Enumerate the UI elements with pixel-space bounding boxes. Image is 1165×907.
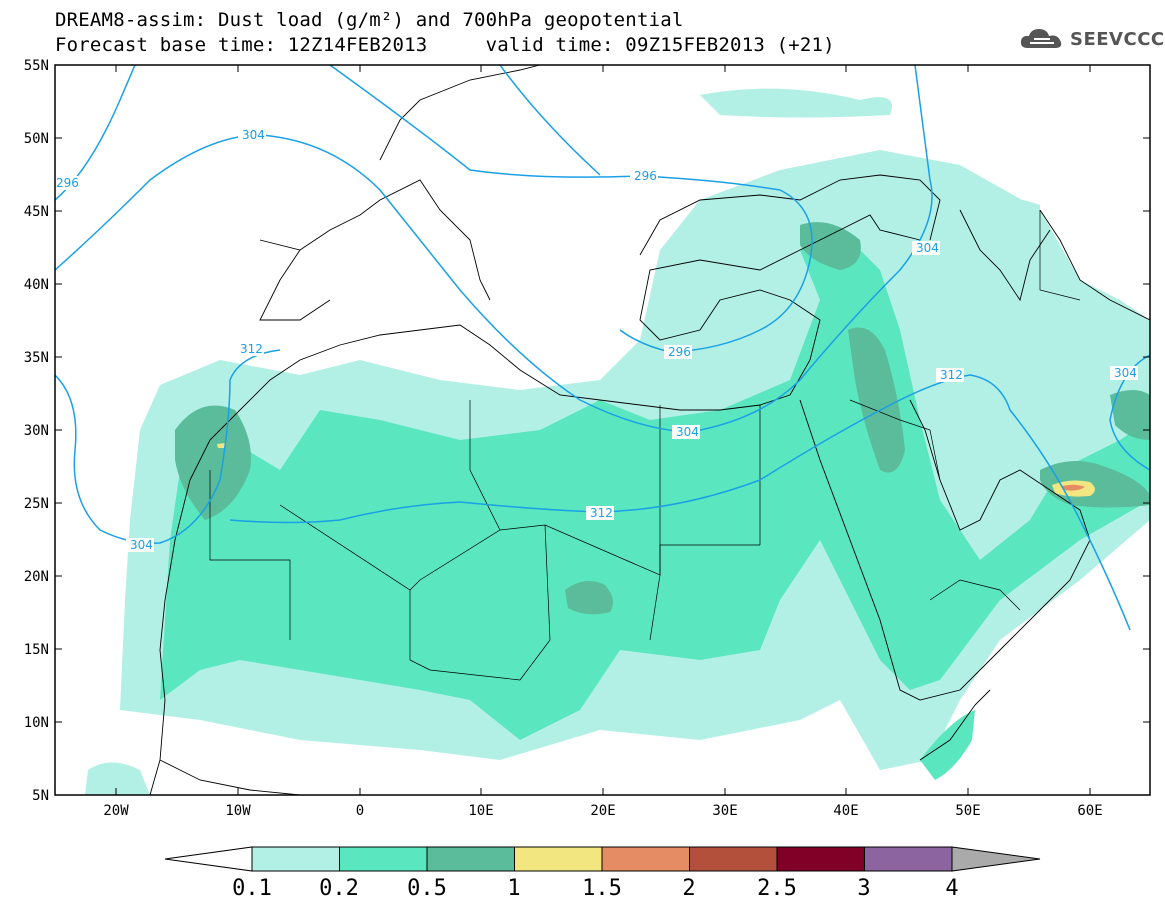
lon-tick-label: 10E <box>468 803 493 819</box>
lon-tick-label: 20E <box>590 803 615 819</box>
lon-tick-label: 60E <box>1077 803 1102 819</box>
lat-tick-label: 40N <box>24 277 49 293</box>
dust-band-medium-horn <box>920 710 975 780</box>
lat-tick-label: 50N <box>24 131 49 147</box>
lon-tick-label: 50E <box>955 803 980 819</box>
legend-label: 1.5 <box>582 876 622 901</box>
contour-label: 304 <box>676 425 699 439</box>
lat-tick-label: 55N <box>24 58 49 74</box>
legend-right-arrow <box>951 846 1041 872</box>
lon-tick-label: 30E <box>712 803 737 819</box>
contour-label: 304 <box>242 128 265 142</box>
legend-label: 2 <box>682 876 695 901</box>
lat-tick-label: 45N <box>24 204 49 220</box>
legend-color-box <box>689 846 778 872</box>
legend-color-box <box>426 846 515 872</box>
dust-band-yellow-small <box>217 443 226 448</box>
coastlines <box>149 65 1150 795</box>
forecast-time-line: Forecast base time: 12Z14FEB2013 valid t… <box>55 34 835 56</box>
legend-color-box <box>514 846 603 872</box>
lon-tick-label: 20W <box>103 803 129 819</box>
contour-label: 312 <box>940 368 963 382</box>
legend-label: 1 <box>507 876 520 901</box>
legend-left-arrow <box>164 846 253 872</box>
borders <box>209 210 1081 681</box>
contour-label: 304 <box>916 241 939 255</box>
dust-band-light-caspian <box>960 197 1040 243</box>
dust-band-dark-pakistan <box>1110 390 1150 440</box>
contour-label: 304 <box>1114 366 1137 380</box>
lat-axis <box>55 137 1150 796</box>
legend-color-box <box>776 846 865 872</box>
contour-labels: 296 304 296 304 296 304 312 304 312 312 … <box>55 128 1138 552</box>
lat-tick-label: 25N <box>24 496 49 512</box>
lon-tick-label: 40E <box>833 803 858 819</box>
legend-color-box <box>864 846 953 872</box>
legend-labels: 0.1 0.2 0.5 1 1.5 2 2.5 3 4 <box>232 876 959 901</box>
contour-label: 312 <box>240 342 263 356</box>
dust-field-layer: 296 304 296 304 296 304 312 304 312 312 … <box>55 65 1150 795</box>
contour-label: 296 <box>56 176 79 190</box>
legend-label: 3 <box>857 876 870 901</box>
contour-label: 296 <box>668 345 691 359</box>
seevccc-logo: SEEVCCC <box>1018 26 1165 52</box>
contour-label: 304 <box>130 538 153 552</box>
lon-tick-label: 10W <box>225 803 251 819</box>
legend-label: 0.1 <box>232 876 272 901</box>
lat-tick-label: 30N <box>24 423 49 439</box>
legend-color-box <box>339 846 428 872</box>
dust-band-dark-morocco <box>175 405 251 520</box>
legend-color-box <box>601 846 690 872</box>
logo-text: SEEVCCC <box>1070 28 1165 50</box>
lon-axis <box>115 65 1091 795</box>
dust-band-dark-syria <box>800 222 861 270</box>
legend-colorbar <box>164 846 1041 872</box>
lat-tick-label: 5N <box>32 788 49 804</box>
contour-label: 296 <box>634 169 657 183</box>
contour-label: 312 <box>590 506 613 520</box>
geopotential-contours <box>55 65 1150 631</box>
lat-tick-label: 35N <box>24 350 49 366</box>
dust-band-medium <box>160 230 1150 740</box>
legend-label: 4 <box>945 876 958 901</box>
lat-tick-label: 15N <box>24 642 49 658</box>
dust-band-dark-chad <box>565 581 614 615</box>
legend-color-box <box>251 846 340 872</box>
cloud-icon <box>1020 29 1062 48</box>
dust-band-dark-arabia <box>848 327 905 473</box>
dust-band-light-north <box>700 88 892 118</box>
legend-label: 0.2 <box>319 876 359 901</box>
legend-label: 2.5 <box>757 876 797 901</box>
lon-labels: 20W 10W 0 10E 20E 30E 40E 50E 60E <box>103 803 1102 819</box>
dust-band-light-small <box>85 762 150 795</box>
map-title: DREAM8-assim: Dust load (g/m²) and 700hP… <box>55 9 684 31</box>
legend-label: 0.5 <box>407 876 447 901</box>
dust-band-orange <box>1062 484 1085 491</box>
lon-tick-label: 0 <box>356 803 364 819</box>
lat-tick-label: 10N <box>24 715 49 731</box>
lat-labels: 5N 10N 15N 20N 25N 30N 35N 40N 45N 50N 5… <box>24 58 49 804</box>
lat-tick-label: 20N <box>24 569 49 585</box>
